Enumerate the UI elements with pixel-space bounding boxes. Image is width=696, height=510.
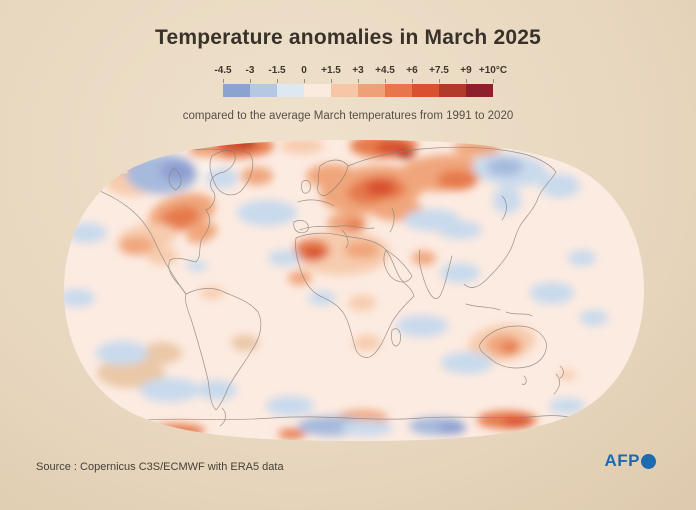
anomaly-patch — [268, 250, 300, 266]
legend-tick-label: +4.5 — [375, 65, 395, 76]
legend-segment — [358, 84, 385, 97]
subtitle: compared to the average March temperatur… — [182, 110, 514, 122]
legend-segment — [466, 84, 493, 97]
anomaly-patch — [341, 420, 393, 436]
legend-tick-label: +6 — [406, 65, 418, 76]
anomaly-patch — [288, 271, 312, 285]
anomaly-patch — [200, 287, 224, 299]
anomaly-patch — [206, 168, 238, 188]
anomaly-patch — [119, 237, 155, 255]
legend-tick-mark — [358, 79, 359, 83]
anomaly-patch — [189, 142, 225, 158]
anomaly-patch — [568, 250, 596, 266]
source-text: Source : Copernicus C3S/ECMWF with ERA5 … — [36, 461, 284, 473]
anomaly-patch — [344, 220, 364, 232]
legend-tick-label: 0 — [301, 65, 307, 76]
anomaly-patch — [96, 341, 148, 365]
anomaly-patch — [503, 417, 531, 427]
legend-color-scale: -4.5 -3 -1.5 0 +1.5 +3 +4.5 +6 +7.5 +9 +10°C — [214, 65, 507, 97]
anomaly-patch — [440, 263, 480, 283]
anomaly-patch — [197, 380, 237, 400]
legend-segment — [223, 84, 250, 97]
anomaly-patch — [344, 241, 380, 259]
anomaly-patch — [186, 261, 208, 271]
anomaly-patch — [241, 167, 273, 185]
legend-segment — [250, 84, 277, 97]
anomaly-patch — [142, 342, 182, 364]
legend-tick-mark — [223, 79, 224, 83]
legend-tick-mark — [385, 79, 386, 83]
anomaly-patch — [308, 291, 336, 305]
anomaly-patch — [280, 140, 324, 154]
anomaly-patch — [266, 396, 314, 416]
world-map — [62, 138, 646, 443]
legend-segment — [412, 84, 439, 97]
legend-labels: -4.5 -3 -1.5 0 +1.5 +3 +4.5 +6 +7.5 +9 +10°C — [214, 65, 507, 77]
legend-segment — [331, 84, 358, 97]
anomaly-patch — [530, 282, 574, 304]
afp-logo-circle-icon — [641, 453, 656, 469]
anomaly-patch — [438, 221, 482, 239]
anomaly-patch — [580, 310, 608, 326]
legend-segment — [304, 84, 331, 97]
legend-tick-label: +1.5 — [321, 65, 341, 76]
anomaly-patch — [365, 180, 395, 196]
anomaly-patch — [441, 352, 493, 374]
anomaly-patch — [396, 315, 448, 337]
anomaly-patch — [487, 158, 523, 176]
anomaly-patch — [143, 429, 171, 439]
legend-tick-label: -4.5 — [214, 65, 232, 76]
anomaly-patch — [304, 248, 324, 260]
anomaly-patch — [453, 140, 501, 156]
anomaly-patch — [186, 222, 218, 244]
legend-colorbar — [223, 84, 493, 97]
anomaly-patch — [540, 174, 580, 198]
anomaly-patch — [149, 424, 205, 438]
page-title: Temperature anomalies in March 2025 — [155, 26, 541, 49]
legend-tick-label: -1.5 — [268, 65, 286, 76]
anomaly-patch — [549, 398, 585, 414]
legend-tick-mark — [250, 79, 251, 83]
legend-segment — [277, 84, 304, 97]
legend-tick-mark — [331, 79, 332, 83]
anomaly-patch — [353, 335, 381, 351]
legend-tick-label: +10°C — [478, 65, 508, 76]
anomaly-patch — [501, 342, 519, 354]
anomaly-patch — [140, 378, 200, 402]
legend-tick-mark — [304, 79, 305, 83]
legend-tick-label: -3 — [245, 65, 255, 76]
anomaly-patch — [438, 422, 466, 434]
legend-tick-mark — [412, 79, 413, 83]
legend-tick-label: +7.5 — [429, 65, 449, 76]
afp-logo-text: AFP — [604, 451, 640, 470]
legend-tick-mark — [493, 79, 494, 83]
anomaly-patch — [97, 358, 165, 388]
anomaly-patch — [231, 335, 259, 351]
afp-logo: AFP — [604, 451, 656, 471]
legend-segment — [385, 84, 412, 97]
anomaly-patch — [67, 223, 107, 243]
anomaly-patch — [237, 200, 297, 226]
anomaly-patch — [160, 206, 200, 230]
legend-tick-label: +3 — [352, 65, 364, 76]
legend-tick-mark — [277, 79, 278, 83]
anomaly-patch — [348, 295, 376, 311]
anomaly-patch — [558, 370, 576, 380]
anomaly-patch — [64, 289, 95, 307]
legend-tick-mark — [466, 79, 467, 83]
legend-segment — [439, 84, 466, 97]
anomaly-patch — [412, 251, 436, 265]
legend-tick-mark — [439, 79, 440, 83]
anomaly-patch — [437, 170, 477, 190]
world-map-svg — [64, 140, 644, 441]
anomaly-patch — [278, 429, 306, 439]
legend-tick-label: +9 — [460, 65, 472, 76]
legend-ticks — [223, 79, 494, 83]
anomaly-patch — [493, 186, 521, 214]
